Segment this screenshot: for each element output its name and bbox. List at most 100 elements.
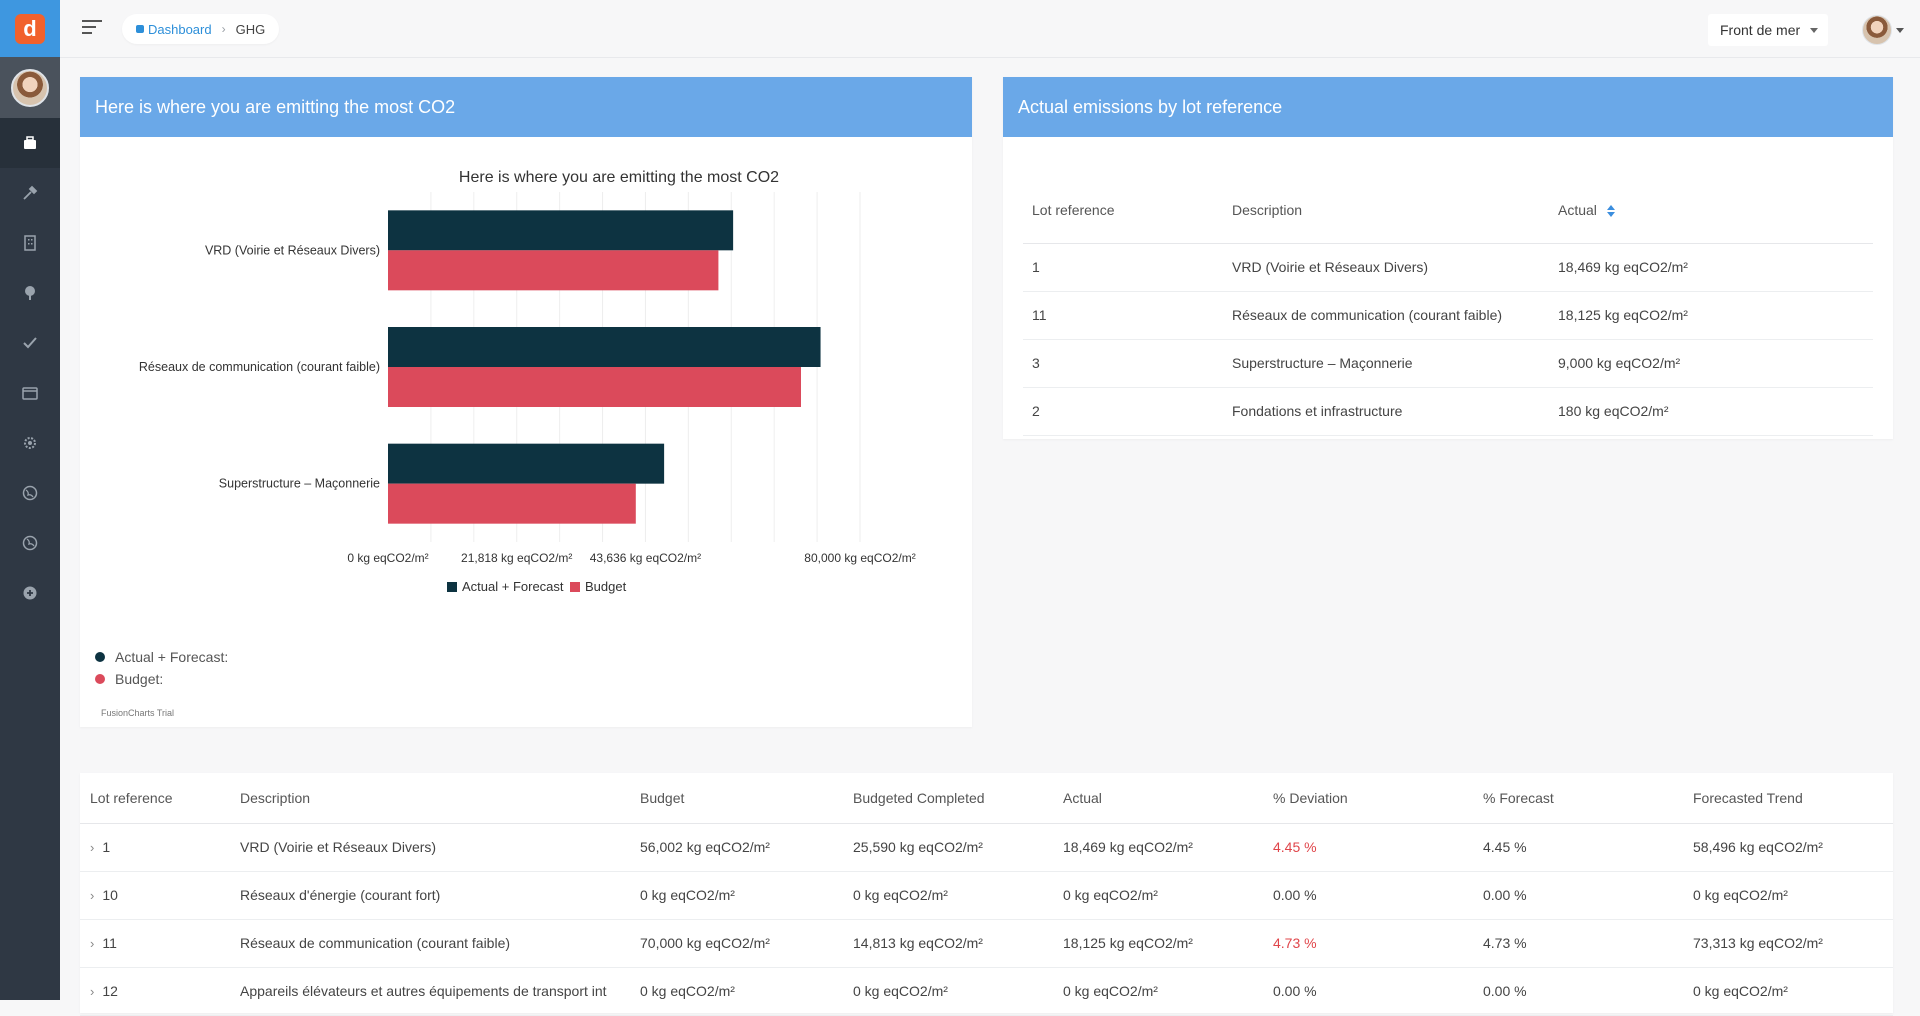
col-forecasted-trend[interactable]: Forecasted Trend: [1683, 773, 1893, 824]
table-row[interactable]: › 12 Appareils élévateurs et autres équipe…: [80, 967, 1893, 1016]
chart-legend-swatch: [447, 582, 457, 592]
user-menu-caret-icon: [1896, 27, 1904, 33]
cell-lot-reference: › 1: [80, 823, 230, 872]
chart-title: Here is where you are emitting the most …: [459, 169, 779, 186]
cell-description: Réseaux d'énergie (courant fort): [230, 871, 630, 920]
gear-icon: [24, 437, 36, 449]
chart-category-label: Superstructure – Maçonnerie: [219, 477, 380, 491]
sidebar: d: [0, 0, 60, 1000]
chart-legend-label: Budget: [585, 579, 627, 594]
app-logo[interactable]: d: [0, 0, 60, 57]
menu-toggle-icon[interactable]: [82, 20, 102, 36]
col-deviation[interactable]: % Deviation: [1263, 773, 1473, 824]
chart-container: Here is where you are emitting the most …: [95, 152, 957, 652]
cell-forecasted-trend: 58,496 kg eqCO2/m²: [1683, 823, 1893, 872]
chart-category-label: Réseaux de communication (courant faible…: [139, 360, 380, 374]
cell-lot-reference: › 12: [80, 967, 230, 1016]
topbar: Dashboard › GHG Front de mer: [60, 0, 1920, 58]
cell-budgeted-completed: 25,590 kg eqCO2/m²: [843, 823, 1053, 872]
table-row[interactable]: › 10 Réseaux d'énergie (courant fort) 0 kg …: [80, 871, 1893, 920]
sidebar-item-gear[interactable]: [0, 418, 60, 468]
col-description[interactable]: Description: [230, 773, 630, 824]
chart-bar-budget: [388, 250, 719, 291]
globe-alt-icon: [22, 535, 38, 551]
cell-lot-reference: 3: [1023, 339, 1223, 388]
cell-actual: 18,125 kg eqCO2/m²: [1549, 291, 1873, 340]
lot-reference-value: 10: [102, 887, 118, 903]
sidebar-item-tools[interactable]: [0, 168, 60, 218]
cell-budget: 0 kg eqCO2/m²: [630, 967, 843, 1016]
budget-dot-icon: [95, 674, 105, 684]
cell-actual: 18,469 kg eqCO2/m²: [1053, 823, 1263, 872]
tooltip-legend-actual: Actual + Forecast:: [95, 649, 228, 665]
table-row[interactable]: 2 Fondations et infrastructure 180 kg eqCO…: [1023, 387, 1873, 436]
lots-detail-panel: Lot reference Description Budget Budgete…: [80, 773, 1893, 1016]
breadcrumb-home[interactable]: Dashboard: [136, 22, 212, 37]
sidebar-avatar[interactable]: [0, 57, 60, 119]
chart-legend-swatch: [570, 582, 580, 592]
chart-bar-actual: [388, 327, 821, 367]
col-actual[interactable]: Actual: [1053, 773, 1263, 824]
expand-row-icon[interactable]: ›: [90, 984, 95, 999]
cell-actual: 18,125 kg eqCO2/m²: [1053, 919, 1263, 968]
expand-row-icon[interactable]: ›: [90, 840, 95, 855]
table-row[interactable]: 3 Superstructure – Maçonnerie 9,000 kg eqC…: [1023, 339, 1873, 388]
cell-description: Réseaux de communication (courant faible…: [1223, 291, 1549, 340]
cell-forecast: 4.73 %: [1473, 919, 1683, 968]
briefcase-icon: [24, 136, 36, 149]
tools-icon: [23, 185, 38, 200]
chevron-right-icon: ›: [221, 22, 226, 36]
table-row[interactable]: › 1 VRD (Voirie et Réseaux Divers) 56,002 k…: [80, 823, 1893, 872]
cell-description: Appareils élévateurs et autres équipemen…: [230, 967, 630, 1016]
sidebar-item-briefcase[interactable]: [0, 118, 60, 168]
cell-description: Fondations et infrastructure: [1223, 387, 1549, 436]
sidebar-item-check[interactable]: [0, 318, 60, 368]
cell-forecasted-trend: 0 kg eqCO2/m²: [1683, 871, 1893, 920]
project-select[interactable]: Front de mer: [1708, 14, 1829, 46]
tooltip-legend-budget-label: Budget:: [115, 671, 164, 687]
expand-row-icon[interactable]: ›: [90, 936, 95, 951]
cell-lot-reference: 11: [1023, 291, 1223, 340]
sidebar-item-globe-alt[interactable]: [0, 518, 60, 568]
cell-description: Superstructure – Maçonnerie: [1223, 339, 1549, 388]
tooltip-legend: Actual + Forecast: Budget:: [95, 649, 228, 693]
chart-tick-label: 43,636 kg eqCO2/m²: [590, 551, 701, 565]
cell-budget: 70,000 kg eqCO2/m²: [630, 919, 843, 968]
breadcrumb: Dashboard › GHG: [122, 14, 280, 44]
expand-row-icon[interactable]: ›: [90, 888, 95, 903]
actual-emissions-table: Lot reference Description Actual 1 VRD (V…: [1023, 177, 1873, 436]
cell-actual: 0 kg eqCO2/m²: [1053, 967, 1263, 1016]
col-budgeted-completed[interactable]: Budgeted Completed: [843, 773, 1053, 824]
sidebar-item-building[interactable]: [0, 218, 60, 268]
col-description[interactable]: Description: [1223, 177, 1549, 244]
sidebar-item-plus-circle[interactable]: [0, 568, 60, 618]
dashboard-icon: [136, 25, 144, 33]
building-icon: [24, 235, 36, 251]
col-lot-reference[interactable]: Lot reference: [1023, 177, 1223, 244]
table-row[interactable]: 1 VRD (Voirie et Réseaux Divers) 18,469 kg…: [1023, 243, 1873, 292]
cell-lot-reference: › 11: [80, 919, 230, 968]
lots-detail-table: Lot reference Description Budget Budgete…: [80, 773, 1893, 1016]
breadcrumb-home-label: Dashboard: [148, 21, 212, 37]
col-actual[interactable]: Actual: [1549, 177, 1873, 244]
cell-deviation: 0.00 %: [1263, 967, 1473, 1016]
user-menu[interactable]: [1862, 15, 1904, 45]
cell-budgeted-completed: 0 kg eqCO2/m²: [843, 871, 1053, 920]
user-avatar: [11, 69, 49, 107]
actual-emissions-panel: Actual emissions by lot reference Lot re…: [1003, 77, 1893, 439]
sidebar-item-folder[interactable]: [0, 368, 60, 418]
sidebar-item-tree[interactable]: [0, 268, 60, 318]
table-row[interactable]: › 11 Réseaux de communication (courant fai…: [80, 919, 1893, 968]
col-lot-reference[interactable]: Lot reference: [80, 773, 230, 824]
col-budget[interactable]: Budget: [630, 773, 843, 824]
cell-lot-reference: › 10: [80, 871, 230, 920]
cell-forecast: 0.00 %: [1473, 871, 1683, 920]
col-forecast[interactable]: % Forecast: [1473, 773, 1683, 824]
chart-bar-budget: [388, 483, 636, 524]
table-row[interactable]: 11 Réseaux de communication (courant faib…: [1023, 291, 1873, 340]
actual-dot-icon: [95, 652, 105, 662]
co2-chart-panel-title: Here is where you are emitting the most …: [80, 77, 972, 137]
cell-forecasted-trend: 73,313 kg eqCO2/m²: [1683, 919, 1893, 968]
fusioncharts-trial-label: FusionCharts Trial: [101, 708, 175, 718]
sidebar-item-globe[interactable]: [0, 468, 60, 518]
